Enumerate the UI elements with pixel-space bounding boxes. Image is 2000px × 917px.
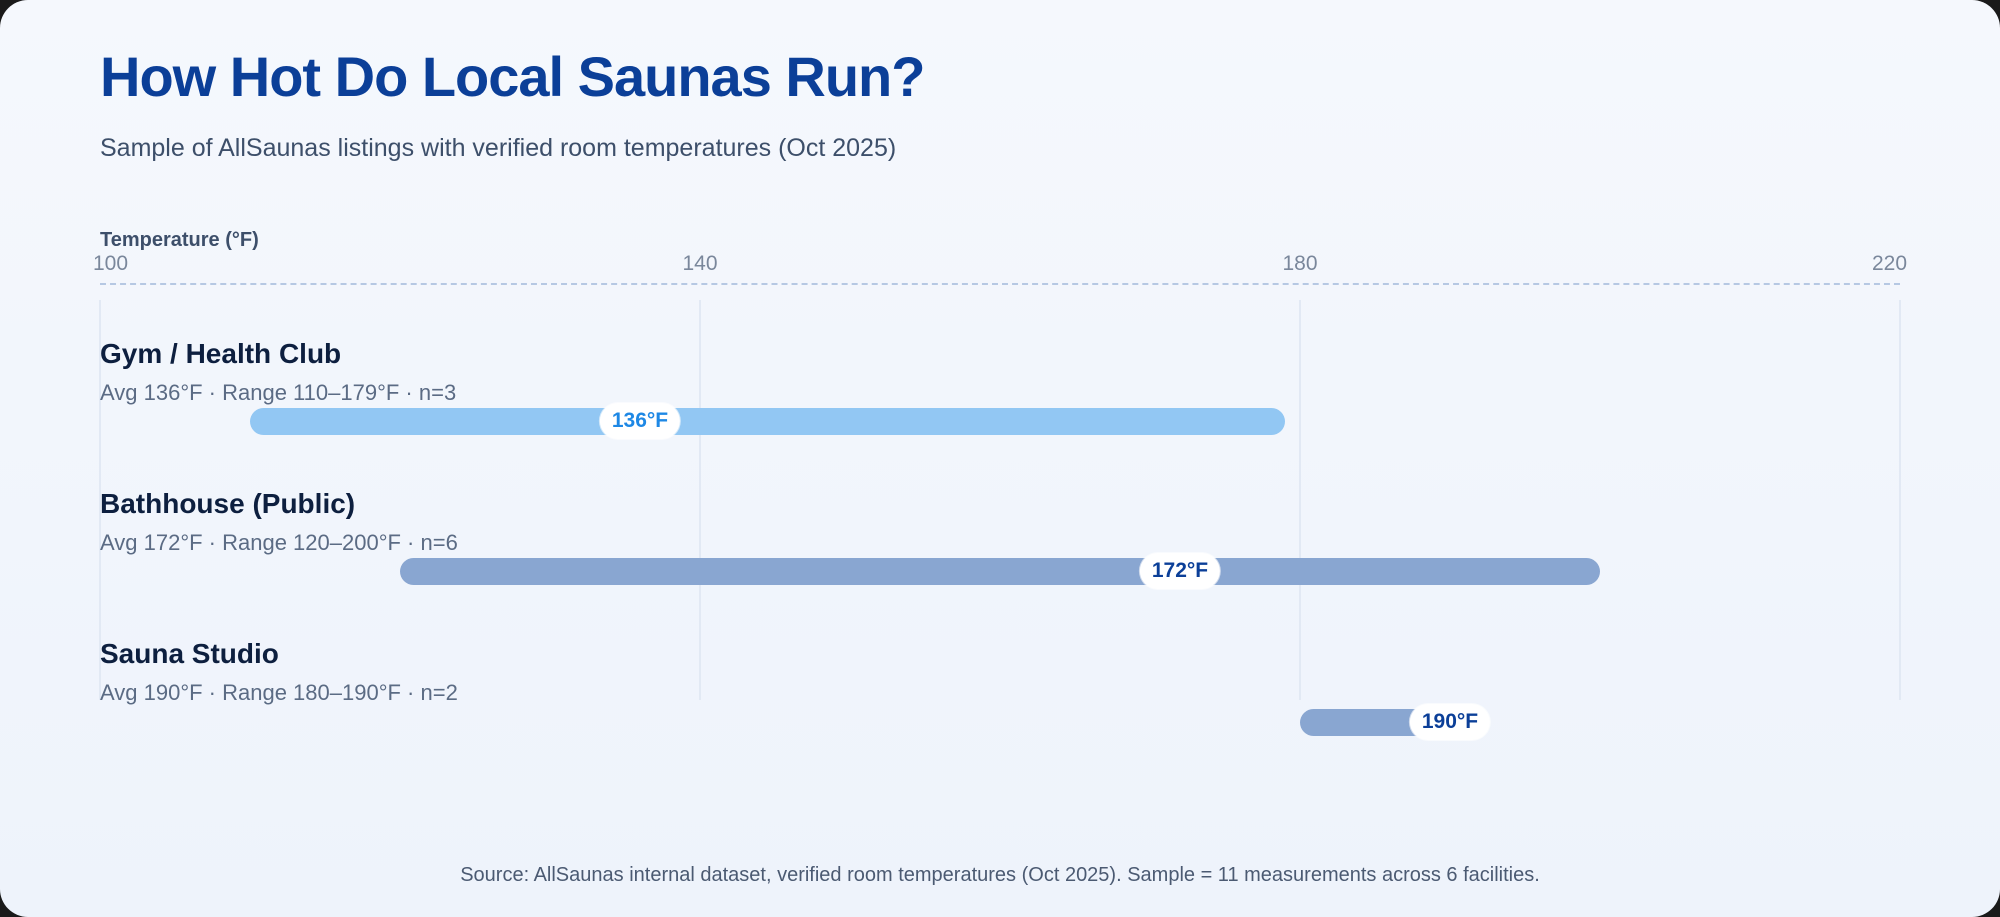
- gridline-180: [1299, 300, 1301, 700]
- row-studio-avg-label: 190°F: [1409, 704, 1491, 740]
- x-tick-100: 100: [92, 252, 129, 275]
- gridline-100: [99, 300, 101, 700]
- chart-title: How Hot Do Local Saunas Run?: [100, 45, 925, 108]
- row-bathhouse-meta: Avg 172°F · Range 120–200°F · n=6: [100, 530, 458, 555]
- source-note: Source: AllSaunas internal dataset, veri…: [460, 864, 1540, 886]
- row-studio-meta: Avg 190°F · Range 180–190°F · n=2: [100, 680, 458, 705]
- row-bathhouse-avg-label: 172°F: [1139, 553, 1221, 589]
- gridline-220: [1899, 300, 1901, 700]
- row-bathhouse-name: Bathhouse (Public): [100, 488, 356, 519]
- row-gym-range-bar: [250, 408, 1285, 435]
- row-gym-meta: Avg 136°F · Range 110–179°F · n=3: [100, 380, 457, 405]
- row-studio-name: Sauna Studio: [100, 638, 279, 669]
- x-tick-140: 140: [682, 252, 718, 275]
- x-tick-220: 220: [1871, 252, 1908, 275]
- x-axis-line: [100, 283, 1900, 285]
- gridline-140: [699, 300, 701, 700]
- x-tick-180: 180: [1282, 252, 1318, 275]
- row-gym-avg-label: 136°F: [599, 403, 681, 439]
- x-axis-title: Temperature (°F): [100, 229, 259, 251]
- row-bathhouse-range-bar: [400, 558, 1600, 585]
- chart-subtitle: Sample of AllSaunas listings with verifi…: [100, 134, 897, 162]
- row-gym-name: Gym / Health Club: [100, 338, 342, 369]
